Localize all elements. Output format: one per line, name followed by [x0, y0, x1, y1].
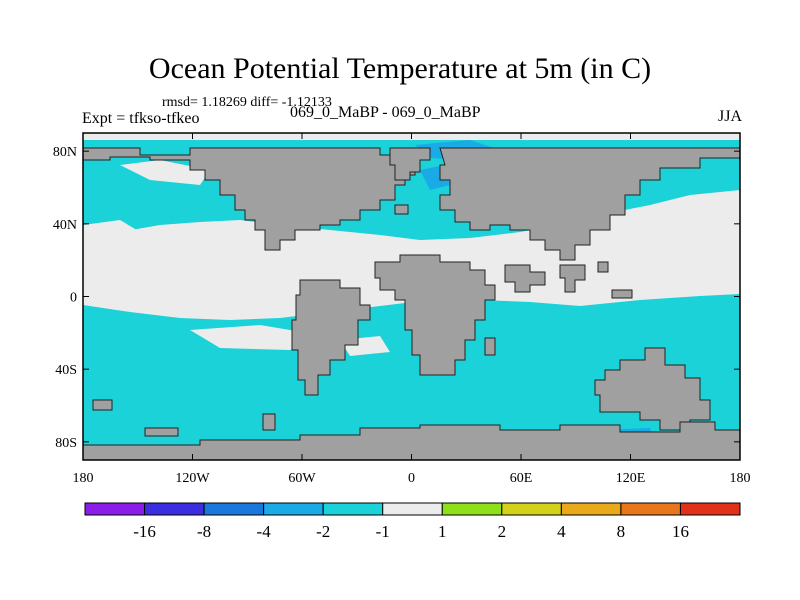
colorbar-label: -2 [316, 522, 330, 541]
x-tick-label: 120E [616, 471, 646, 486]
land-antarctic-fragment [144, 427, 179, 437]
colorbar-label: 4 [557, 522, 566, 541]
colorbar-label: -8 [197, 522, 211, 541]
x-tick-label: 0 [408, 471, 415, 486]
y-tick-label: 40S [55, 363, 77, 378]
colorbar-swatch [560, 502, 622, 516]
map-title: Ocean Potential Temperature at 5m (in C) [148, 52, 652, 85]
ocean-neutral-patch [190, 325, 320, 350]
colorbar-label: -4 [257, 522, 272, 541]
ocean-neutral-patch [120, 160, 210, 185]
land-se-asia-island [597, 261, 609, 273]
colorbar-swatch [501, 502, 562, 516]
land-madagascar [484, 337, 496, 356]
colorbar-label: 16 [672, 522, 689, 541]
x-tick-label: 120W [175, 471, 210, 486]
land-arabia [504, 264, 546, 293]
colorbar-swatch [322, 502, 384, 516]
season-label: JJA [717, 108, 742, 125]
colorbar-label: 2 [498, 522, 507, 541]
y-tick-label: 80S [55, 436, 77, 451]
ocean-neutral-patch [690, 215, 740, 250]
map-panel [82, 132, 741, 461]
colorbar-swatch [620, 502, 681, 516]
experiment-label: Expt = tfkso-tfkeo [82, 110, 200, 127]
colorbar-label: 8 [617, 522, 626, 541]
y-tick-label: 0 [70, 291, 77, 306]
colorbar-label: -16 [133, 522, 156, 541]
land-island [394, 204, 409, 215]
y-axis: 80N 40N 0 40S 80S [53, 145, 740, 451]
x-tick-label: 180 [730, 471, 751, 486]
x-tick-label: 60E [510, 471, 533, 486]
colorbar-swatch [441, 502, 503, 516]
land-antarctic-fragment [262, 413, 276, 431]
ocean-neutral-patch [83, 220, 140, 245]
x-tick-label: 60W [288, 471, 316, 486]
colorbar-swatch [263, 502, 324, 516]
land-greenland [389, 147, 431, 181]
colorbar: -16 -8 -4 -2 -1 1 2 4 8 16 [84, 502, 741, 541]
colorbar-swatch [203, 502, 265, 516]
stats-label: rmsd= 1.18269 diff= -1.12133 [162, 95, 332, 110]
colorbar-swatch [679, 502, 741, 516]
case-label: 069_0_MaBP - 069_0_MaBP [290, 104, 481, 121]
y-tick-label: 80N [53, 145, 77, 160]
x-axis: 180 120W 60W 0 60E 120E 180 [73, 133, 751, 486]
land-africa [374, 254, 496, 376]
land-india [559, 264, 586, 293]
colorbar-label: -1 [376, 522, 390, 541]
colorbar-swatch [84, 502, 146, 516]
land-antarctica [82, 421, 741, 461]
land-antarctic-fragment [92, 399, 113, 411]
colorbar-swatch [382, 502, 443, 516]
land-eurasia [439, 147, 741, 261]
colorbar-swatch [144, 502, 205, 516]
land-south-america [291, 279, 371, 396]
y-tick-label: 40N [53, 218, 77, 233]
colorbar-label: 1 [438, 522, 447, 541]
land-se-asia-island [611, 289, 633, 299]
x-tick-label: 180 [73, 471, 94, 486]
